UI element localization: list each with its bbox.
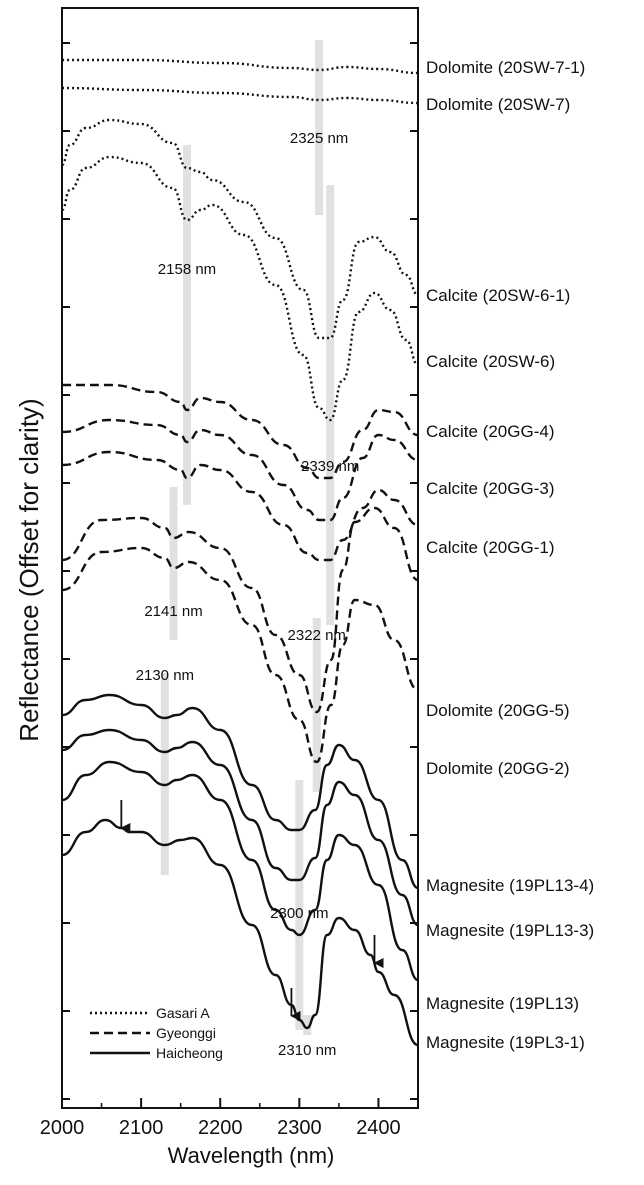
series-line-8 (61, 546, 419, 764)
absorption-band-2322 (312, 618, 321, 792)
annotation-2300-nm: 2300 nm (270, 905, 328, 922)
absorption-band-2158 (182, 145, 191, 505)
feature-markers (120, 800, 384, 1021)
absorption-band-2325 (315, 40, 324, 215)
series-line-5 (61, 418, 419, 522)
series-line-11 (61, 760, 419, 982)
series-label-9: Magnesite (19PL13-4) (426, 876, 594, 895)
absorption-band-2310 (303, 1015, 312, 1035)
series-label-4: Calcite (20GG-4) (426, 422, 554, 441)
series-label-8: Dolomite (20GG-2) (426, 759, 570, 778)
absorption-band-2339 (326, 185, 335, 625)
annotation-2141-nm: 2141 nm (144, 603, 202, 620)
x-tick-label-2300: 2300 (277, 1117, 322, 1139)
legend-label-gasari: Gasari A (156, 1005, 210, 1021)
series-line-10 (61, 728, 419, 927)
legend-label-gyeonggi: Gyeonggi (156, 1025, 216, 1041)
series-line-6 (61, 450, 419, 562)
series-lines (61, 58, 419, 1047)
absorption-band-2300 (295, 780, 304, 1030)
x-tick-label-2100: 2100 (119, 1117, 164, 1139)
series-label-11: Magnesite (19PL13) (426, 994, 579, 1013)
series-line-3 (61, 155, 419, 422)
series-label-0: Dolomite (20SW-7-1) (426, 58, 585, 77)
x-tick-label-2400: 2400 (356, 1117, 401, 1139)
annotation-2322-nm: 2322 nm (288, 627, 346, 644)
series-label-10: Magnesite (19PL13-3) (426, 921, 594, 940)
absorption-band-highlights (160, 40, 335, 1035)
x-axis-title: Wavelength (nm) (168, 1143, 335, 1168)
series-label-7: Dolomite (20GG-5) (426, 701, 570, 720)
y-ticks (62, 42, 418, 1100)
series-line-7 (61, 506, 419, 714)
wavelength-annotations: 2325 nm 2158 nm 2339 nm 2141 nm 2322 nm 2130 … (136, 130, 360, 1059)
series-label-2: Calcite (20SW-6-1) (426, 286, 570, 305)
plot-frame (61, 7, 419, 1109)
series-label-5: Calcite (20GG-3) (426, 479, 554, 498)
x-tick-label-2200: 2200 (198, 1117, 243, 1139)
series-line-2 (61, 118, 419, 340)
annotation-2310-nm: 2310 nm (278, 1042, 336, 1059)
series-label-6: Calcite (20GG-1) (426, 538, 554, 557)
absorption-band-2141 (169, 487, 178, 640)
annotation-2325-nm: 2325 nm (290, 130, 348, 147)
series-line-12 (61, 818, 419, 1047)
legend-label-haicheong: Haicheong (156, 1045, 223, 1061)
series-label-12: Magnesite (19PL3-1) (426, 1033, 585, 1052)
series-line-0 (62, 58, 419, 75)
annotation-2158-nm: 2158 nm (158, 261, 216, 278)
series-line-4 (62, 383, 419, 480)
annotation-2339-nm: 2339 nm (301, 458, 359, 475)
legend: Gasari A Gyeonggi Haicheong (90, 1005, 223, 1061)
absorption-band-2130 (160, 673, 169, 875)
y-axis-title: Reflectance (Offset for clarity) (14, 398, 44, 741)
series-label-1: Dolomite (20SW-7) (426, 95, 570, 114)
series-labels: Dolomite (20SW-7-1) Dolomite (20SW-7) Calc… (426, 58, 594, 1052)
series-line-1 (61, 86, 419, 105)
x-tick-label-2000: 2000 (40, 1117, 85, 1139)
series-label-3: Calcite (20SW-6) (426, 352, 555, 371)
series-line-9 (61, 693, 419, 890)
x-ticks: 2000 2100 2200 2300 2400 (40, 1098, 401, 1139)
annotation-2130-nm: 2130 nm (136, 667, 194, 684)
